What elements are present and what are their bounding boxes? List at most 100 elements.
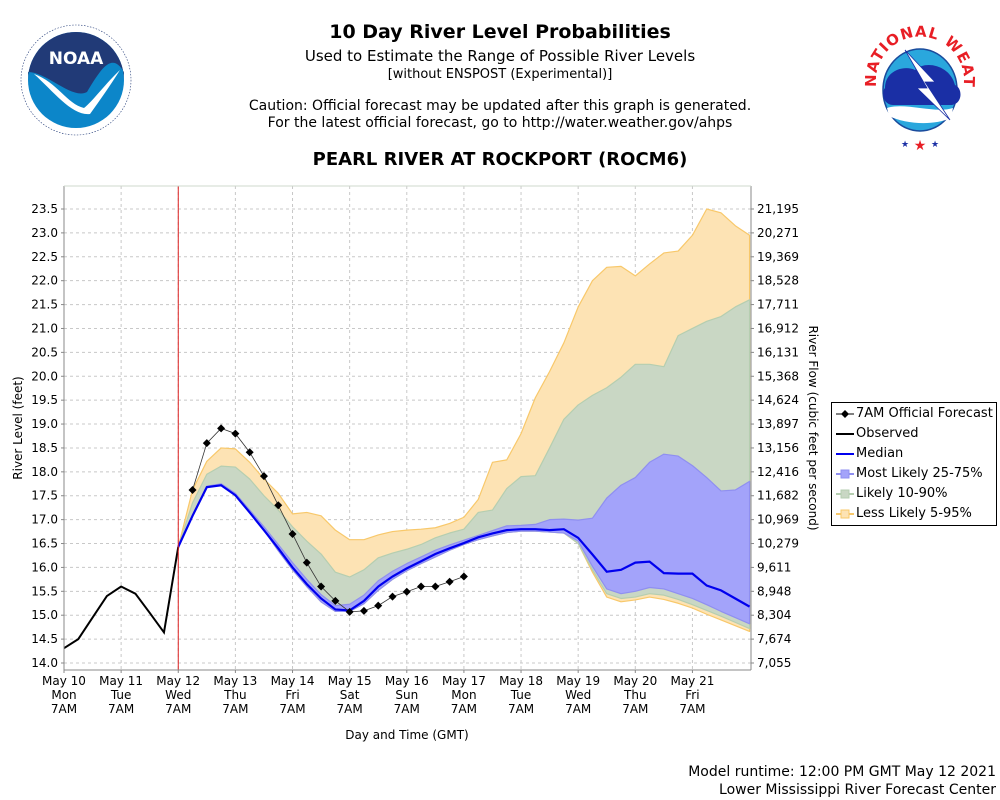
y2-tick-label: 16,131 — [757, 345, 799, 359]
x-tick-label-date: May 10 — [42, 674, 86, 688]
x-tick-label-date: May 16 — [385, 674, 429, 688]
legend-item-band5: Less Likely 5-95% — [836, 506, 972, 521]
x-tick-label-time: 7AM — [622, 702, 648, 716]
y-tick-label: 20.5 — [31, 345, 58, 359]
y-tick-label: 22.0 — [31, 274, 58, 288]
y2-tick-label: 19,369 — [757, 250, 799, 264]
y-axis-label: River Level (feet) — [11, 376, 25, 479]
observed-line — [63, 546, 180, 650]
x-tick-label-date: May 11 — [99, 674, 143, 688]
legend-item-band25: Most Likely 25-75% — [836, 466, 983, 481]
x-tick-label-day: Wed — [165, 688, 191, 702]
blue-line-icon — [836, 448, 854, 460]
y2-tick-label: 13,897 — [757, 417, 799, 431]
forecast-point — [288, 529, 297, 538]
x-tick-label-time: 7AM — [51, 702, 77, 716]
x-tick-label-day: Wed — [565, 688, 591, 702]
y2-tick-label: 10,969 — [757, 513, 799, 527]
x-tick-label-date: May 12 — [156, 674, 200, 688]
legend-item-forecast: 7AM Official Forecast — [836, 406, 993, 421]
x-tick-label-time: 7AM — [508, 702, 534, 716]
y-tick-label: 16.5 — [31, 537, 58, 551]
x-tick-label-day: Thu — [623, 688, 647, 702]
y-tick-label: 19.0 — [31, 417, 58, 431]
band-25-75 — [177, 453, 751, 625]
x-tick-label-date: May 15 — [328, 674, 372, 688]
x-tick-label-day: Sat — [340, 688, 360, 702]
legend-label: Likely 10-90% — [856, 486, 948, 501]
forecast-point — [402, 587, 411, 596]
x-tick-label-date: May 17 — [442, 674, 486, 688]
x-tick-label-date: May 14 — [271, 674, 315, 688]
forecast-point — [331, 596, 340, 605]
y2-tick-label: 15,368 — [757, 369, 799, 383]
y-tick-label: 20.0 — [31, 369, 58, 383]
y-tick-label: 22.5 — [31, 250, 58, 264]
median-line — [177, 484, 751, 612]
forecast-point — [274, 501, 283, 510]
x-axis-label: Day and Time (GMT) — [345, 728, 468, 742]
x-tick-label-date: May 19 — [556, 674, 600, 688]
blue-square-icon — [836, 468, 854, 480]
forecast-point — [245, 448, 254, 457]
forecast-point — [188, 486, 197, 495]
y2-tick-label: 12,416 — [757, 465, 799, 479]
y-tick-label: 14.5 — [31, 632, 58, 646]
x-tick-label-date: May 18 — [499, 674, 543, 688]
y2-axis-label: River Flow (cubic feet per second) — [806, 325, 820, 530]
y2-tick-label: 18,528 — [757, 274, 799, 288]
orange-square-icon — [836, 508, 854, 520]
green-square-icon — [836, 488, 854, 500]
y2-tick-label: 16,912 — [757, 321, 799, 335]
y-tick-label: 23.5 — [31, 202, 58, 216]
legend: 7AM Official Forecast Observed Median Mo… — [831, 402, 997, 526]
forecast-point — [459, 572, 468, 581]
caution-text: Caution: Official forecast may be update… — [248, 98, 752, 114]
y-tick-label: 14.0 — [31, 656, 58, 670]
forecast-point — [259, 472, 268, 481]
y-tick-label: 23.0 — [31, 226, 58, 240]
legend-label: Less Likely 5-95% — [856, 506, 972, 521]
x-tick-label-time: 7AM — [279, 702, 305, 716]
y-tick-label: 15.5 — [31, 584, 58, 598]
x-tick-label-day: Tue — [110, 688, 132, 702]
noaa-logo-text: NOAA — [49, 49, 104, 69]
diamond-line-icon — [836, 408, 854, 420]
x-tick-label-time: 7AM — [222, 702, 248, 716]
forecast-point — [217, 424, 226, 433]
y-tick-label: 19.5 — [31, 393, 58, 407]
legend-label: Median — [856, 446, 904, 461]
y-tick-label: 21.5 — [31, 298, 58, 312]
forecast-point — [388, 592, 397, 601]
forecast-point — [302, 558, 311, 567]
y-tick-label: 17.5 — [31, 489, 58, 503]
legend-label: Observed — [856, 426, 919, 441]
official-forecast-link-text: For the latest official forecast, go to … — [267, 115, 733, 131]
forecast-point — [417, 582, 426, 591]
forecast-point — [359, 606, 368, 615]
y2-tick-label: 20,271 — [757, 226, 799, 240]
x-tick-label-day: Fri — [685, 688, 699, 702]
forecast-point — [317, 582, 326, 591]
svg-text:★: ★ — [914, 138, 927, 154]
svg-text:★: ★ — [901, 140, 909, 150]
x-tick-label-day: Mon — [51, 688, 76, 702]
x-tick-label-day: Sun — [395, 688, 418, 702]
forecast-center: Lower Mississippi River Forecast Center — [719, 782, 996, 798]
y2-tick-label: 7,055 — [757, 656, 791, 670]
x-tick-label-time: 7AM — [165, 702, 191, 716]
legend-item-median: Median — [836, 446, 903, 461]
y-tick-label: 21.0 — [31, 321, 58, 335]
x-tick-label-day: Fri — [285, 688, 299, 702]
y2-tick-label: 9,611 — [757, 560, 791, 574]
y-tick-label: 17.0 — [31, 513, 58, 527]
legend-item-observed: Observed — [836, 426, 919, 441]
chart-subtitle-note: [without ENSPOST (Experimental)] — [387, 67, 613, 82]
model-runtime: Model runtime: 12:00 PM GMT May 12 2021 — [688, 764, 996, 780]
y2-tick-label: 17,711 — [757, 298, 799, 312]
y-tick-label: 16.0 — [31, 560, 58, 574]
x-tick-label-day: Thu — [223, 688, 247, 702]
x-tick-label-day: Mon — [451, 688, 476, 702]
forecast-point — [374, 601, 383, 610]
